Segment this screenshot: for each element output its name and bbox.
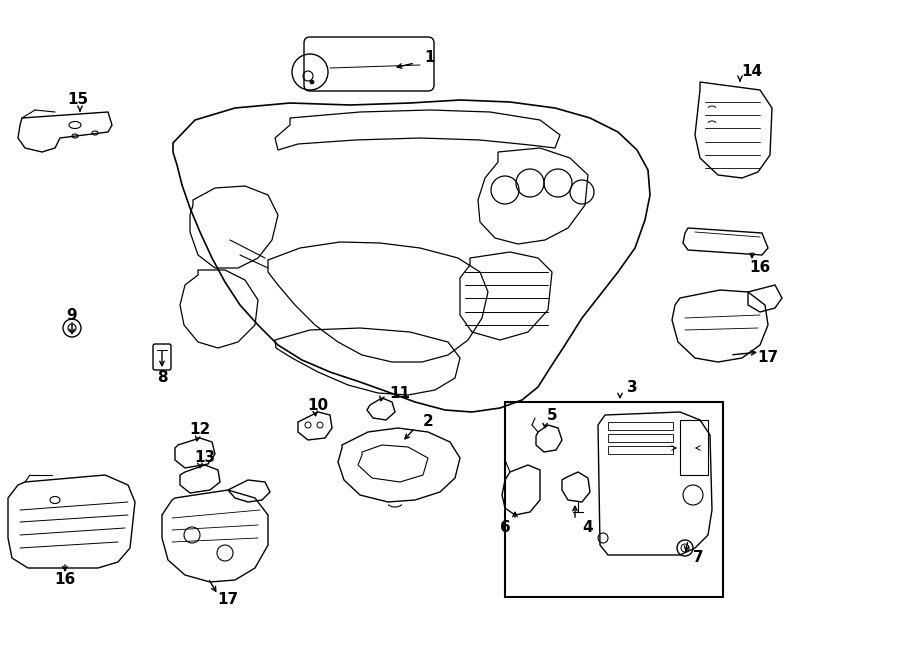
Text: 13: 13: [194, 451, 216, 465]
Text: 15: 15: [68, 93, 88, 108]
Text: 10: 10: [308, 397, 328, 412]
Text: 9: 9: [67, 309, 77, 323]
Bar: [505, 402, 723, 597]
Text: 11: 11: [390, 385, 410, 401]
Text: 12: 12: [189, 422, 211, 438]
Text: 1: 1: [425, 50, 436, 65]
Text: 7: 7: [693, 551, 703, 566]
Bar: [608, 422, 673, 430]
Text: 14: 14: [742, 65, 762, 79]
Text: 16: 16: [54, 572, 76, 588]
Text: 3: 3: [626, 379, 637, 395]
Text: 2: 2: [423, 414, 434, 430]
Bar: [608, 446, 673, 454]
Text: 6: 6: [500, 520, 510, 535]
Text: 17: 17: [758, 350, 778, 364]
Bar: [608, 434, 673, 442]
Text: 5: 5: [546, 407, 557, 422]
Text: 17: 17: [218, 592, 238, 607]
Text: 16: 16: [750, 260, 770, 276]
Circle shape: [310, 80, 314, 84]
Bar: [680, 420, 708, 475]
Text: 4: 4: [582, 520, 593, 535]
Text: 8: 8: [157, 369, 167, 385]
